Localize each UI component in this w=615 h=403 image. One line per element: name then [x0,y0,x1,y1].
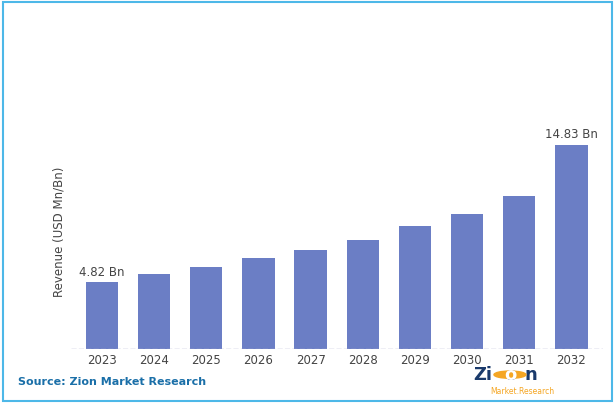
Text: Zi: Zi [474,366,492,384]
Bar [242,258,275,349]
Bar [138,274,170,349]
Bar [555,145,587,349]
Text: o: o [504,366,516,384]
Text: o: o [504,366,516,384]
Text: n: n [525,366,537,384]
Y-axis label: Revenue (USD Mn/Bn): Revenue (USD Mn/Bn) [52,166,65,297]
Bar [86,283,118,349]
Text: 4.82 Bn: 4.82 Bn [79,266,125,279]
Text: Market.Research: Market.Research [491,387,555,396]
Text: CAGR : 13.30%: CAGR : 13.30% [88,103,204,117]
Text: Self-checkout Systems Market: Self-checkout Systems Market [129,20,486,40]
Text: Global Market Size, 2024-2032 (USD Billion): Global Market Size, 2024-2032 (USD Billi… [146,64,469,79]
Bar [451,214,483,349]
Circle shape [494,371,526,378]
Bar [399,226,431,349]
Bar [347,240,379,349]
Bar [503,196,536,349]
Bar [295,250,327,349]
Text: 14.83 Bn: 14.83 Bn [545,128,598,141]
Text: Source: Zion Market Research: Source: Zion Market Research [18,377,207,387]
Bar [190,267,223,349]
